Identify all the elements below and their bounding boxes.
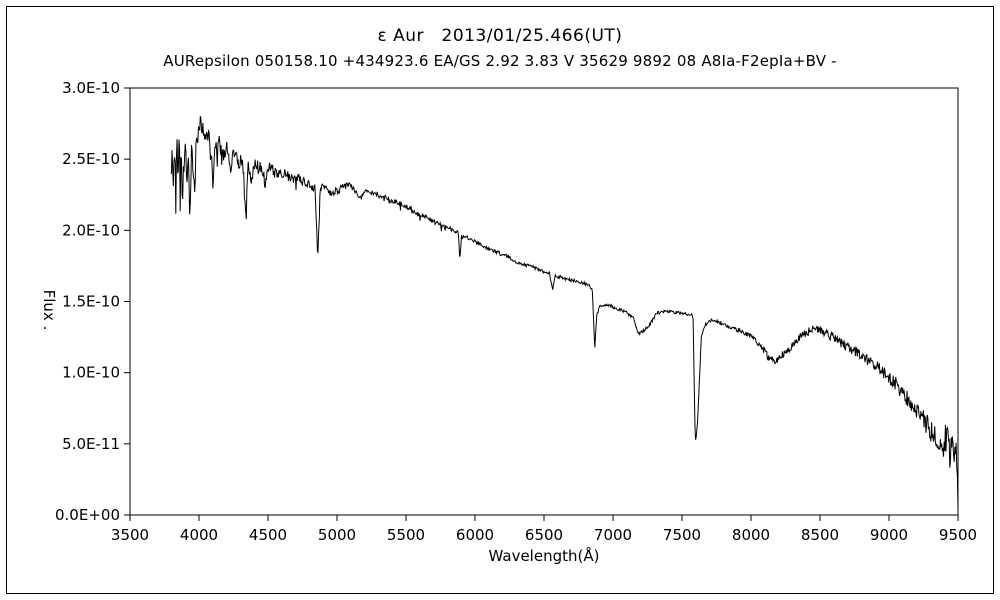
x-tick-label: 6500: [525, 526, 563, 544]
x-tick-label: 7000: [594, 526, 632, 544]
x-tick-label: 9500: [939, 526, 977, 544]
y-tick-label: 0.0E+00: [55, 506, 120, 524]
x-tick-label: 7500: [663, 526, 701, 544]
x-tick-label: 3500: [111, 526, 149, 544]
x-tick-label: 4500: [249, 526, 287, 544]
chart-title: ε Aur 2013/01/25.466(UT): [377, 26, 623, 46]
plot-border: [129, 87, 959, 516]
x-tick-label: 5500: [387, 526, 425, 544]
x-tick-label: 8500: [801, 526, 839, 544]
x-tick-label: 8000: [732, 526, 770, 544]
x-tick-label: 6000: [456, 526, 494, 544]
x-tick-label: 4000: [180, 526, 218, 544]
y-tick-label: 2.0E-10: [62, 221, 120, 239]
y-axis-label: Flux .: [40, 290, 58, 331]
y-tick-label: 1.5E-10: [62, 293, 120, 311]
x-tick-label: 9000: [870, 526, 908, 544]
y-tick-label: 2.5E-10: [62, 150, 120, 168]
chart-subtitle: AURepsilon 050158.10 +434923.6 EA/GS 2.9…: [163, 52, 837, 70]
y-tick-label: 5.0E-11: [62, 435, 120, 453]
x-axis-label: Wavelength(Å): [489, 546, 600, 565]
y-tick-label: 1.0E-10: [62, 364, 120, 382]
y-tick-label: 3.0E-10: [62, 79, 120, 97]
x-tick-label: 5000: [318, 526, 356, 544]
spectrum-line: [170, 115, 959, 510]
